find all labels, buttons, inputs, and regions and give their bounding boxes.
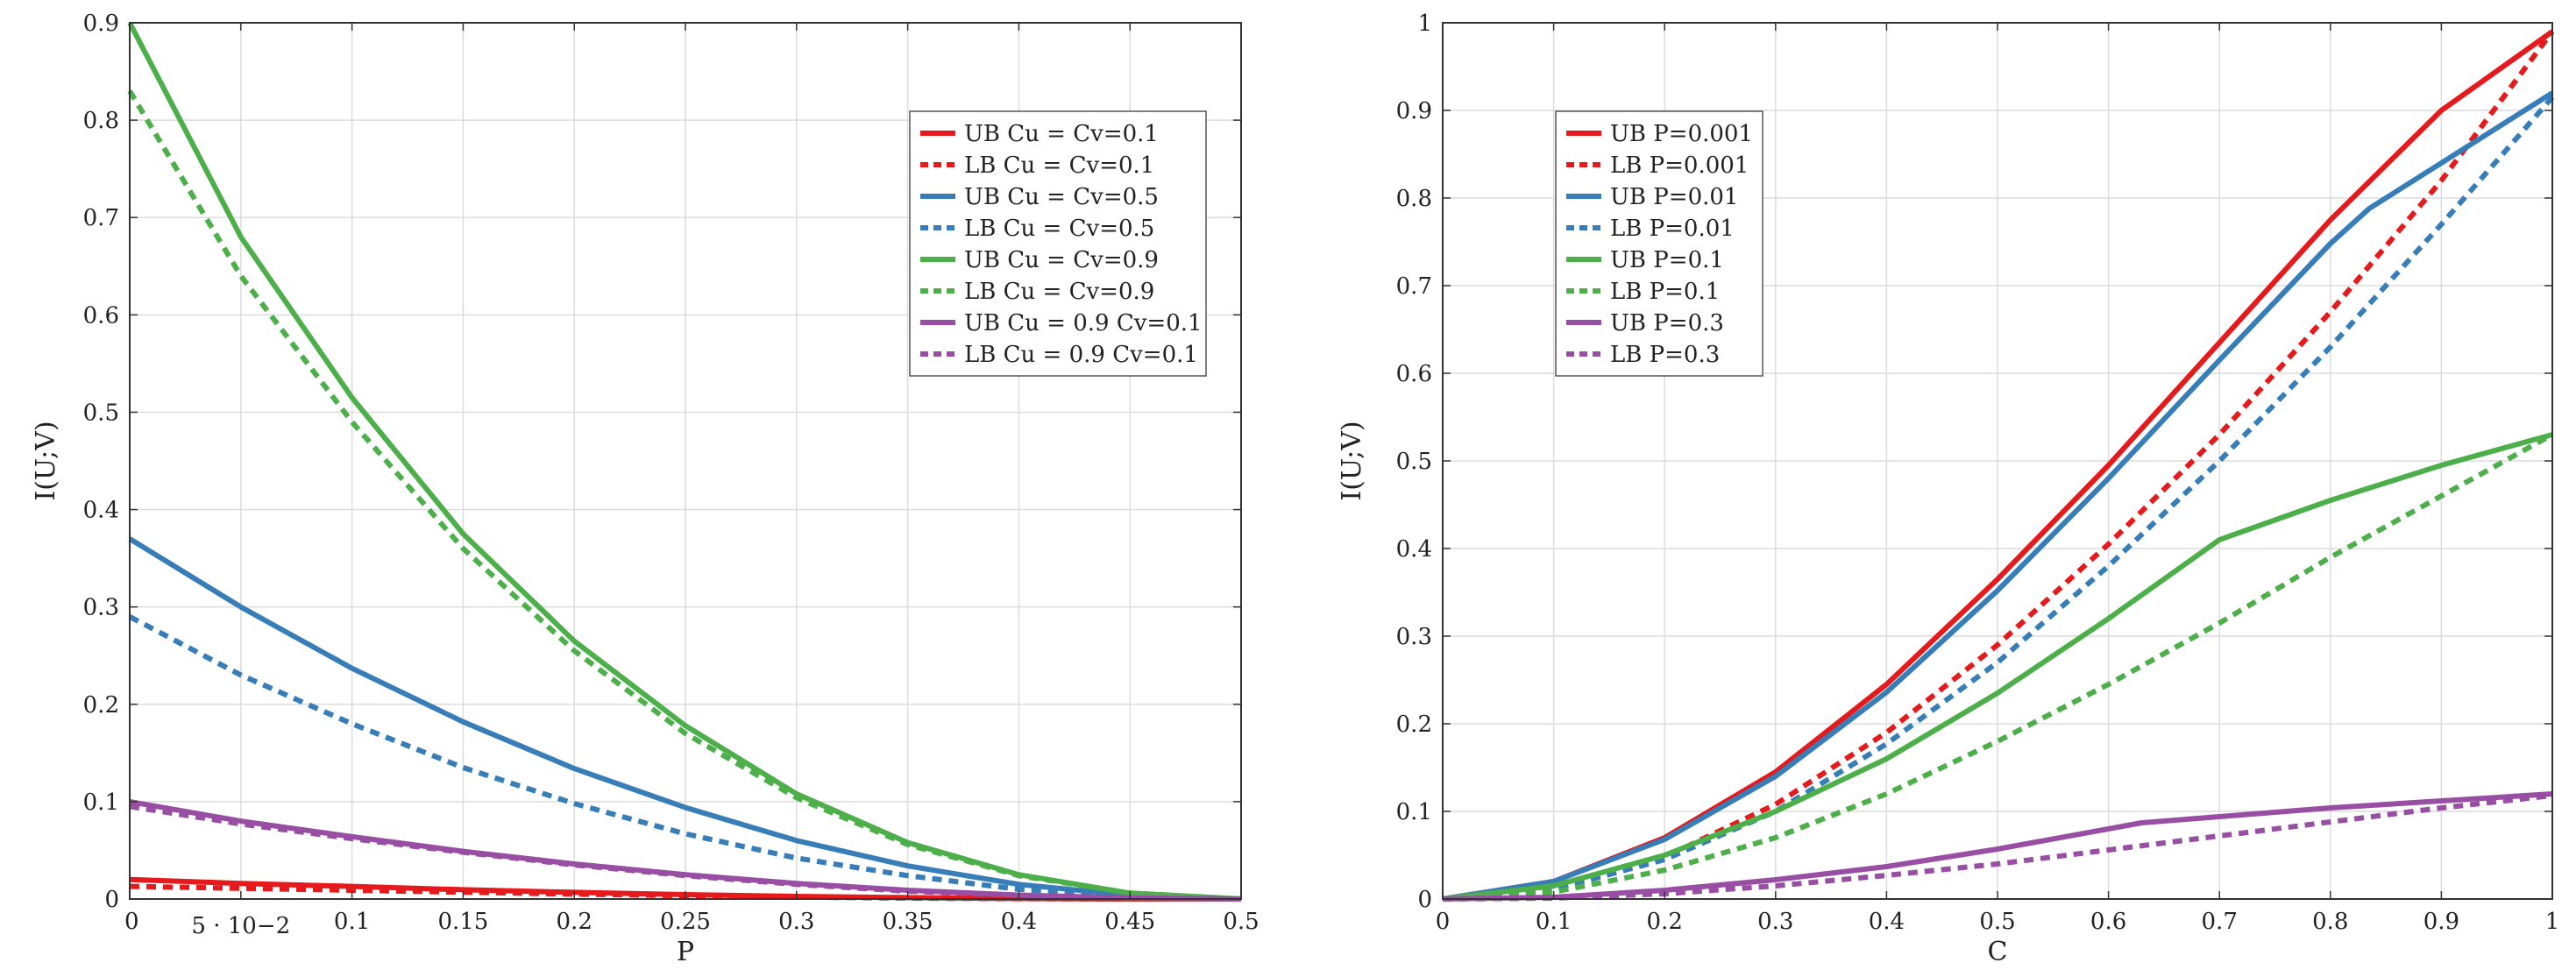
legend-label: LB Cu = Cv=0.9: [964, 279, 1154, 305]
x-tick-label: 0.15: [437, 909, 488, 935]
series-line-ub-cu-cv-0-5: [128, 536, 1242, 902]
series-line-lb-cu-0-9-cv-0-1: [129, 804, 1242, 902]
legend-label: LB Cu = Cv=0.1: [964, 152, 1154, 179]
legend-label: LB P=0.001: [1610, 152, 1749, 179]
ticks: 0 5 · 10−2 0.1 0.15 0.2 0.25 0.3 0.35 0.4 0.45 0.5…: [83, 11, 1260, 939]
y-tick-label: 0.8: [83, 108, 119, 134]
y-tick-label: 0: [1417, 887, 1432, 913]
y-tick-label: 0.6: [1396, 361, 1432, 387]
x-tick-label: 0.1: [334, 909, 370, 935]
x-tick-label: 0.5: [1223, 909, 1259, 935]
y-tick-label: 0.2: [83, 692, 119, 719]
y-tick-label: 0.5: [83, 400, 119, 426]
y-tick-label: 0.9: [1396, 98, 1432, 124]
y-tick-label: 1: [1417, 11, 1432, 37]
y-tick-label: 0.2: [1396, 712, 1432, 738]
legend-label: UB P=0.1: [1610, 247, 1724, 273]
legend-label: LB P=0.01: [1610, 216, 1735, 242]
legend-label: UB P=0.01: [1610, 184, 1738, 210]
y-tick-label: 0.3: [1396, 624, 1432, 650]
legend-label: UB Cu = Cv=0.9: [964, 247, 1159, 273]
x-tick-label: 0: [124, 909, 139, 935]
legend-label: UB P=0.001: [1610, 121, 1753, 147]
y-tick-label: 0.4: [1396, 536, 1432, 563]
series-line-ub-p-0-01: [1442, 90, 2554, 902]
x-tick-label: 0.45: [1104, 909, 1155, 935]
legend-label: UB Cu = Cv=0.5: [964, 184, 1159, 210]
x-tick-label: 0.5: [1979, 909, 2015, 935]
series-line-lb-p-0-1: [1442, 432, 2554, 902]
x-tick-label: 0.2: [557, 909, 593, 935]
y-tick-label: 0.6: [83, 302, 119, 329]
legend-label: LB Cu = 0.9 Cv=0.1: [964, 342, 1198, 368]
x-tick-label: 0.9: [2423, 909, 2459, 935]
y-tick-label: 0.8: [1396, 186, 1432, 212]
y-tick-label: 0.7: [83, 205, 119, 231]
y-tick-label: 0: [104, 887, 119, 913]
series-line-lb-cu-cv-0-9: [127, 89, 1242, 902]
series-line-lb-p-0-01: [1442, 96, 2555, 902]
legend-box: [909, 110, 1207, 377]
legend-label: LB Cu = Cv=0.5: [964, 216, 1154, 242]
x-tick-label: 0.6: [2090, 909, 2126, 935]
x-tick-label: 0.8: [2312, 909, 2348, 935]
y-tick-label: 0.3: [83, 595, 119, 621]
x-tick-label: 0.25: [660, 909, 711, 935]
series-group: [1442, 29, 2555, 902]
series-line-ub-cu-cv-0-9: [127, 21, 1242, 902]
y-axis-label: I(U;V): [1337, 421, 1367, 500]
legend-label: LB P=0.3: [1610, 342, 1720, 368]
x-tick-label: 0.7: [2202, 909, 2238, 935]
x-axis-label: P: [677, 937, 694, 967]
y-tick-label: 0.4: [83, 498, 119, 524]
left-chart-p-vs-mutual-information: 0 5 · 10−2 0.1 0.15 0.2 0.25 0.3 0.35 0.4 0.45 0.5…: [31, 11, 1260, 967]
x-tick-label: 5 · 10−2: [191, 913, 290, 939]
x-tick-label: 0.35: [883, 909, 933, 935]
right-chart-c-vs-mutual-information: 0 0.1 0.2 0.3 0.4 0.5 0.6 0.7 0.8 0.9 1 0 0.1 0.2 0.3 0…: [1337, 11, 2559, 967]
y-tick-label: 0.1: [83, 789, 119, 816]
x-tick-label: 0.3: [778, 909, 814, 935]
x-axis-label: C: [1988, 937, 2008, 967]
x-tick-label: 0.2: [1647, 909, 1683, 935]
x-tick-label: 0: [1436, 909, 1451, 935]
x-tick-label: 0.4: [1001, 909, 1037, 935]
series-line-ub-p-0-1: [1442, 432, 2553, 902]
x-tick-label: 0.3: [1757, 909, 1793, 935]
ticks: 0 0.1 0.2 0.3 0.4 0.5 0.6 0.7 0.8 0.9 1 0 0.1 0.2 0.3 0…: [1396, 11, 2560, 935]
series-line-lb-p-0-3: [1442, 793, 2553, 902]
y-tick-label: 0.5: [1396, 449, 1432, 475]
y-tick-label: 0.7: [1396, 273, 1432, 300]
legend: UB P=0.001 LB P=0.001 UB P=0.01 LB P=0.01 UB…: [1555, 110, 1763, 377]
x-tick-label: 0.4: [1869, 909, 1905, 935]
legend: UB Cu = Cv=0.1 LB Cu = Cv=0.1 UB Cu = Cv=0…: [909, 110, 1207, 377]
legend-label: UB P=0.3: [1610, 310, 1724, 336]
series-line-lb-cu-cv-0-5: [128, 614, 1242, 902]
y-tick-label: 0.9: [83, 11, 119, 37]
legend-label: LB P=0.1: [1610, 279, 1720, 305]
legend-box: [1555, 110, 1763, 377]
y-tick-label: 0.1: [1396, 799, 1432, 825]
y-axis-label: I(U;V): [31, 421, 61, 500]
x-tick-label: 0.1: [1536, 909, 1572, 935]
x-tick-label: 1: [2545, 909, 2560, 935]
legend-label: UB Cu = 0.9 Cv=0.1: [964, 310, 1203, 336]
legend-label: UB Cu = Cv=0.1: [964, 121, 1159, 147]
